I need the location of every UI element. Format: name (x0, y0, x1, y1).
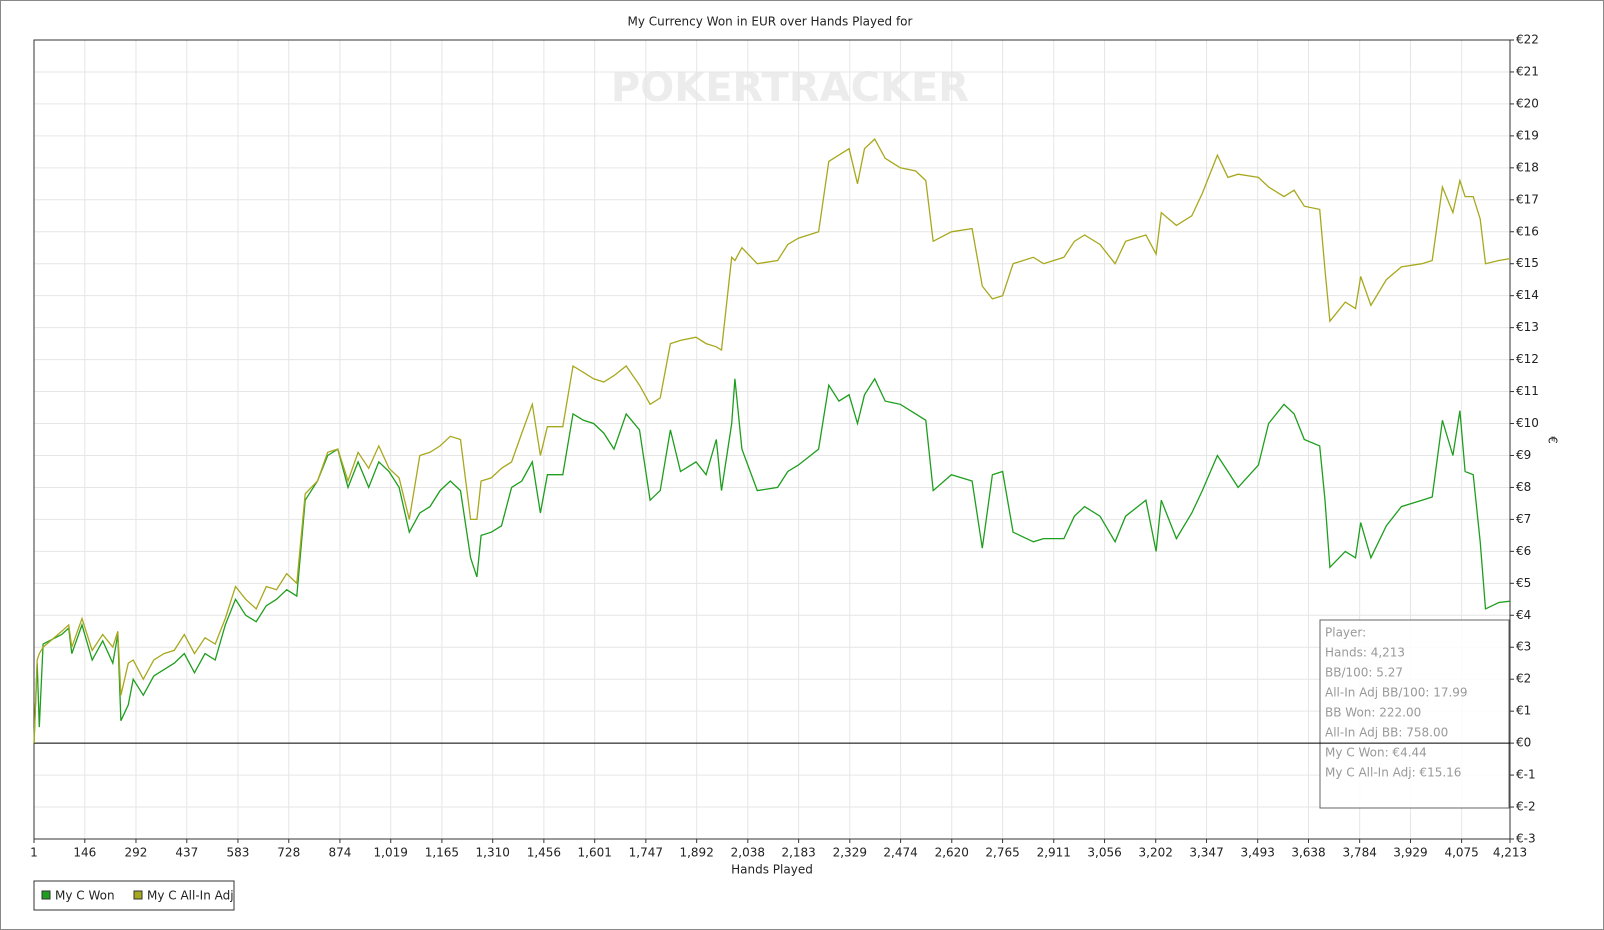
legend-swatch (41, 890, 51, 900)
x-tick-label: 2,474 (883, 846, 917, 860)
tooltip-line: BB Won: 222.00 (1325, 706, 1421, 720)
x-tick-label: 2,183 (781, 846, 815, 860)
y-tick-label: €19 (1516, 128, 1539, 142)
tooltip-line: My C All-In Adj: €15.16 (1325, 766, 1461, 780)
y-tick-label: €13 (1516, 320, 1539, 334)
x-tick-label: 4,075 (1444, 846, 1478, 860)
x-tick-label: 292 (125, 846, 148, 860)
x-tick-label: 1,456 (527, 846, 561, 860)
y-tick-label: €14 (1516, 288, 1539, 302)
x-tick-label: 1 (30, 846, 38, 860)
y-tick-label: €15 (1516, 256, 1539, 270)
x-tick-label: 146 (73, 846, 96, 860)
legend-label: My C Won (55, 889, 115, 903)
x-tick-label: 728 (277, 846, 300, 860)
y-tick-label: €8 (1516, 480, 1531, 494)
y-tick-label: €-2 (1516, 800, 1536, 814)
y-tick-label: €2 (1516, 672, 1531, 686)
legend-label: My C All-In Adj (147, 889, 234, 903)
x-tick-label: 2,765 (985, 846, 1019, 860)
x-tick-label: 437 (175, 846, 198, 860)
x-tick-label: 3,202 (1139, 846, 1173, 860)
x-tick-label: 1,747 (629, 846, 663, 860)
y-tick-label: €0 (1516, 736, 1531, 750)
tooltip-line: All-In Adj BB/100: 17.99 (1325, 686, 1468, 700)
tooltip-line: All-In Adj BB: 758.00 (1325, 726, 1448, 740)
x-tick-label: 3,784 (1342, 846, 1376, 860)
x-tick-label: 2,911 (1037, 846, 1071, 860)
tooltip-line: Player: (1325, 626, 1366, 640)
y-tick-label: €6 (1516, 544, 1531, 558)
x-tick-label: 1,892 (679, 846, 713, 860)
x-tick-label: 583 (226, 846, 249, 860)
watermark: POKERTRACKER (611, 65, 969, 111)
tooltip-line: Hands: 4,213 (1325, 646, 1405, 660)
plot-border (33, 39, 1511, 840)
x-tick-label: 2,038 (731, 846, 765, 860)
y-tick-label: €9 (1516, 448, 1531, 462)
y-tick-label: €11 (1516, 384, 1539, 398)
y-tick-label: €22 (1516, 33, 1539, 47)
x-tick-label: 3,056 (1087, 846, 1121, 860)
y-tick-label: €1 (1516, 704, 1531, 718)
y-tick-label: €20 (1516, 96, 1539, 110)
x-tick-label: 4,213 (1493, 846, 1527, 860)
y-tick-label: €7 (1516, 512, 1531, 526)
x-axis-label: Hands Played (731, 863, 813, 877)
series-line (33, 377, 1511, 744)
y-tick-label: €3 (1516, 640, 1531, 654)
x-tick-label: 1,601 (578, 846, 612, 860)
x-tick-label: 1,019 (374, 846, 408, 860)
chart-title: My Currency Won in EUR over Hands Played… (628, 15, 913, 29)
tooltip-line: BB/100: 5.27 (1325, 666, 1403, 680)
x-tick-label: 2,620 (935, 846, 969, 860)
y-tick-label: €18 (1516, 160, 1539, 174)
y-tick-label: €21 (1516, 64, 1539, 78)
x-tick-label: 874 (328, 846, 351, 860)
tooltip-box (1319, 619, 1510, 809)
y-tick-label: €17 (1516, 192, 1539, 206)
legend-swatch (133, 890, 143, 900)
y-tick-label: €16 (1516, 224, 1539, 238)
x-tick-label: 3,638 (1291, 846, 1325, 860)
y-tick-label: €12 (1516, 352, 1539, 366)
y-tick-label: €-3 (1516, 832, 1536, 846)
series-line (33, 138, 1511, 744)
x-tick-label: 3,347 (1189, 846, 1223, 860)
x-tick-label: 2,329 (833, 846, 867, 860)
y-tick-label: €4 (1516, 608, 1531, 622)
tooltip-line: My C Won: €4.44 (1325, 746, 1427, 760)
x-tick-label: 3,493 (1241, 846, 1275, 860)
x-tick-label: 3,929 (1393, 846, 1427, 860)
x-tick-label: 1,310 (476, 846, 510, 860)
x-tick-label: 1,165 (425, 846, 459, 860)
y-axis-label: € (1546, 436, 1560, 444)
y-tick-label: €10 (1516, 416, 1539, 430)
y-tick-label: €-1 (1516, 768, 1536, 782)
y-tick-label: €5 (1516, 576, 1531, 590)
